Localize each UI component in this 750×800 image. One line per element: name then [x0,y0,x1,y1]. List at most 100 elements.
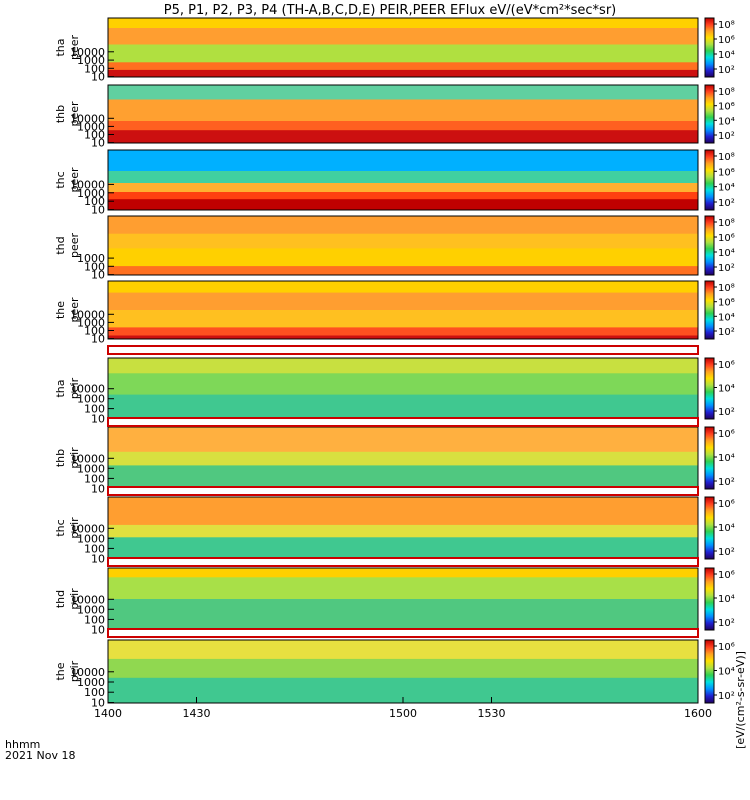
spectrogram-band [108,233,698,249]
y-tick-label: 1000 [77,603,105,616]
colorbar-tick-label: 10⁴ [718,116,735,127]
spectrogram-band [108,537,698,560]
spectrogram-band [108,85,698,100]
y-tick-label: 1000 [77,54,105,67]
spectrogram-band [108,599,698,631]
spectrogram-band [108,640,698,660]
colorbar-tick-label: 10⁶ [718,298,735,309]
panel-frame [107,280,699,340]
panel-frame [107,149,699,211]
y-tick-label: 10000 [70,452,105,465]
spectrogram-band [108,69,698,78]
colorbar-tick-label: 10⁶ [718,360,735,371]
panel-probe-label: thd [54,590,67,608]
y-tick-label: 10000 [70,593,105,606]
colorbar-tick-label: 10² [718,407,735,418]
y-tick-label: 100 [84,472,105,485]
y-tick-label: 10 [91,553,105,566]
y-tick-label: 10 [91,624,105,637]
separator-stripe [107,628,699,638]
colorbar [704,17,715,78]
spectrogram-band [108,281,698,294]
colorbar-tick-label: 10⁶ [718,233,735,244]
x-tick-label: 1400 [94,707,122,720]
y-tick-label: 1000 [77,316,105,329]
spectrogram-band [108,18,698,29]
figure-title: P5, P1, P2, P3, P4 (TH-A,B,C,D,E) PEIR,P… [164,3,617,18]
colorbar [704,149,715,211]
colorbar-tick-label: 10² [718,691,735,702]
y-tick-label: 100 [84,62,105,75]
colorbar-tick-label: 10² [718,65,735,76]
colorbar-tick-label: 10⁶ [718,102,735,113]
colorbar-tick-label: 10⁶ [718,499,735,510]
panel-species-label: peer [68,297,81,323]
panel-species-label: peir [68,447,81,469]
colorbar-tick-label: 10⁶ [718,35,735,46]
panel-probe-label: thc [54,171,67,188]
colorbar-tick-label: 10⁴ [718,667,735,678]
y-tick-label: 1000 [77,676,105,689]
y-tick-label: 1000 [77,462,105,475]
panel-probe-label: thb [54,449,67,467]
spectrogram-band [108,568,698,578]
panel-species-label: peer [68,101,81,127]
spectrogram-band [108,171,698,184]
colorbar-tick-label: 10⁴ [718,50,735,61]
y-tick-label: 1000 [77,393,105,406]
spectrogram-band [108,358,698,374]
panel-frame [107,215,699,276]
colorbar [704,496,715,560]
colorbar [704,567,715,631]
panel-species-label: peer [68,167,81,193]
y-tick-label: 10 [91,137,105,150]
colorbar [704,280,715,340]
panel-probe-label: tha [54,38,67,56]
panel-frame [107,84,699,144]
spectrogram-band [108,121,698,131]
y-tick-label: 10 [91,71,105,84]
x-tick-label: 1600 [684,707,712,720]
spectrogram-band [108,465,698,490]
panel-species-label: peir [68,588,81,610]
y-tick-label: 10 [91,483,105,496]
colorbar-tick-label: 10⁴ [718,594,735,605]
colorbar-tick-label: 10⁶ [718,642,735,653]
colorbar-tick-label: 10⁸ [718,20,735,31]
separator-stripe [107,417,699,427]
spectrogram-band [108,28,698,45]
colorbar-tick-label: 10⁶ [718,167,735,178]
spectrogram-band [108,62,698,71]
y-tick-label: 1000 [77,120,105,133]
panel-species-label: peer [68,35,81,61]
colorbar-tick-label: 10² [718,198,735,209]
y-tick-label: 10000 [70,46,105,59]
y-tick-label: 10000 [70,308,105,321]
spectrogram-band [108,327,698,336]
y-tick-label: 10 [91,269,105,282]
spectrogram-band [108,216,698,235]
colorbar-tick-label: 10⁸ [718,87,735,98]
spectrogram-band [108,310,698,328]
y-tick-label: 10 [91,204,105,217]
spectrogram-band [108,335,698,340]
colorbar-tick-label: 10⁴ [718,248,735,259]
y-tick-label: 100 [84,613,105,626]
panel-species-label: peir [68,377,81,399]
panel-frame [107,17,699,78]
panel-probe-label: thc [54,519,67,536]
spectrogram-band [108,524,698,538]
y-tick-label: 100 [84,403,105,416]
panel-probe-label: the [54,662,67,680]
x-tick-label: 1530 [478,707,506,720]
panel-species-label: peir [68,660,81,682]
colorbar-tick-label: 10⁸ [718,218,735,229]
colorbar [704,84,715,144]
y-tick-label: 10000 [70,522,105,535]
